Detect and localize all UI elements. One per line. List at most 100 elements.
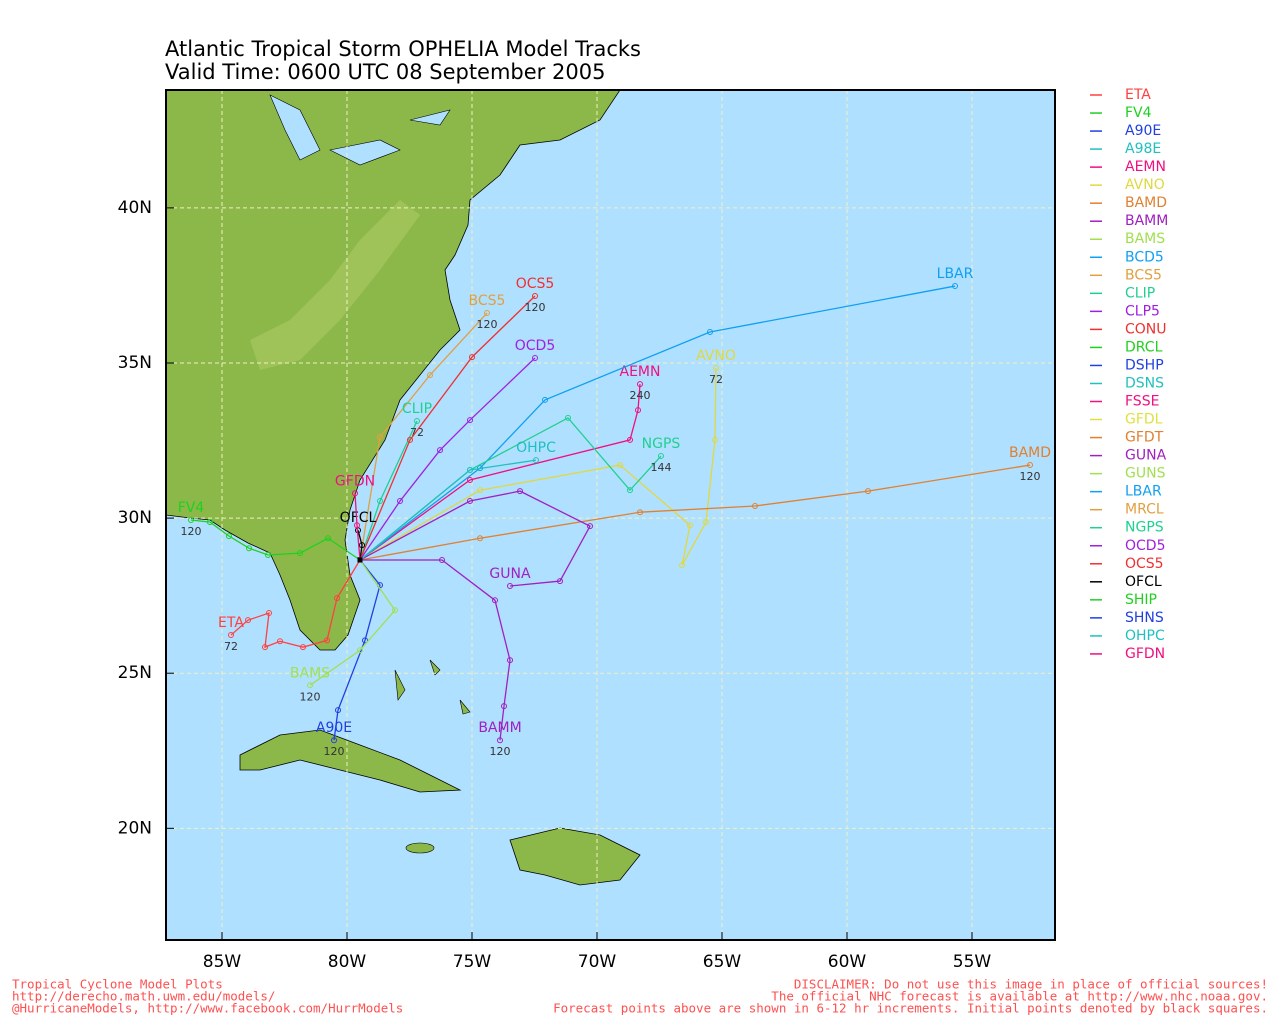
hour-label: 120 [300, 690, 321, 703]
forecast-point [497, 737, 503, 744]
track [360, 559, 511, 741]
forecast-point [713, 364, 719, 371]
y-tick-label: 25N [118, 663, 152, 683]
forecast-point [245, 617, 251, 624]
track-label: A90E [316, 720, 352, 736]
forecast-point [532, 292, 538, 299]
x-tick-label: 75W [453, 952, 492, 972]
track-label: GFDN [335, 473, 375, 489]
y-tick-label: 35N [118, 353, 152, 373]
legend-label: OFCL [1125, 574, 1162, 590]
legend-label: FV4 [1125, 105, 1152, 121]
forecast-point [467, 467, 473, 474]
forecast-point [325, 535, 331, 542]
track [357, 530, 363, 561]
forecast-point [533, 457, 539, 464]
forecast-point [307, 682, 313, 689]
footer-text: DISCLAIMER: Do not use this image in pla… [794, 977, 1268, 992]
forecast-point [1027, 462, 1033, 469]
forecast-point [637, 381, 643, 388]
forecast-point [324, 637, 330, 644]
forecast-point [359, 542, 365, 549]
hour-label: 144 [651, 461, 672, 474]
map-frame [165, 89, 1056, 941]
hour-label: 240 [630, 389, 651, 402]
forecast-point [334, 595, 340, 602]
forecast-point [427, 372, 433, 379]
legend-label: FSSE [1125, 394, 1159, 410]
plot-area: ETA 72 FV4 120 A90E 120 AEMN 240 AVNO 72 BAMD 120 BA… [166, 90, 1055, 940]
axes: 85W 80W 75W 70W 65W 60W 55W 20N 25N 30N 35N 40N [118, 198, 992, 972]
hour-label: 72 [709, 373, 723, 386]
forecast-point [517, 488, 523, 495]
footer-text: The official NHC forecast is available a… [771, 989, 1268, 1004]
track-label: OFCL [340, 510, 377, 526]
y-tick-label: 30N [118, 508, 152, 528]
initial-point [357, 557, 363, 563]
legend-label: A90E [1125, 123, 1161, 139]
forecast-point [557, 578, 563, 585]
forecast-point [188, 516, 194, 523]
legend-label: BCD5 [1125, 249, 1164, 265]
forecast-point [397, 498, 403, 505]
track-label: AEMN [620, 364, 661, 380]
forecast-point [262, 644, 268, 651]
legend-label: BAMS [1125, 231, 1165, 247]
track [333, 559, 381, 741]
title-line: Atlantic Tropical Storm OPHELIA Model Tr… [165, 37, 641, 61]
x-tick-label: 60W [828, 952, 867, 972]
forecast-point [414, 418, 420, 425]
forecast-point [335, 707, 341, 714]
forecast-point [477, 535, 483, 542]
x-tick-label: 70W [578, 952, 617, 972]
forecast-point [207, 519, 213, 526]
legend-label: CONU [1125, 321, 1167, 337]
legend-label: GUNA [1125, 448, 1167, 464]
forecast-point [865, 488, 871, 495]
forecast-point [246, 545, 252, 552]
legend-label: GFDN [1125, 646, 1165, 662]
forecast-point [331, 737, 337, 744]
forecast-point [507, 657, 513, 664]
legend-label: DSHP [1125, 357, 1164, 373]
forecast-point [352, 490, 358, 497]
hour-label: 72 [224, 640, 238, 653]
legend-label: SHNS [1125, 610, 1164, 626]
forecast-point [357, 647, 363, 654]
y-tick-label: 20N [118, 818, 152, 838]
track-label: BCS5 [469, 293, 506, 309]
forecast-point [542, 396, 548, 403]
forecast-point [679, 562, 685, 569]
track [230, 559, 361, 649]
basemap [166, 90, 1055, 940]
forecast-point [477, 487, 483, 494]
forecast-point [637, 509, 643, 516]
track-label: BAMM [478, 720, 521, 736]
forecast-point [228, 632, 234, 639]
forecast-point [377, 498, 383, 505]
track-label: GUNA [489, 566, 531, 582]
legend-label: OHPC [1125, 628, 1165, 644]
footer-text: Forecast points above are shown in 6-12 … [553, 1001, 1268, 1016]
forecast-point [565, 414, 571, 421]
forecast-point [627, 436, 633, 443]
track-label: OHPC [516, 440, 556, 456]
legend-label: BAMD [1125, 195, 1167, 211]
track [359, 312, 488, 561]
forecast-point [226, 533, 232, 540]
forecast-point [492, 597, 498, 604]
track-label: OCS5 [516, 276, 555, 292]
track-label: ETA [218, 615, 244, 631]
track-label: AVNO [696, 348, 736, 364]
forecast-point [392, 607, 398, 614]
legend: ETA FV4 A90E A98E AEMN AVNO BAMD BAMM BAMS BCD5 BC… [1090, 87, 1168, 662]
footer: Tropical Cyclone Model Plotshttp://derec… [12, 977, 1268, 1016]
legend-label: DRCL [1125, 339, 1163, 355]
x-tick-label: 55W [953, 952, 992, 972]
track-label: LBAR [937, 266, 974, 282]
legend-label: CLIP [1125, 285, 1155, 301]
track [190, 519, 361, 561]
legend-label: GFDL [1125, 412, 1163, 428]
legend-label: GFDT [1125, 430, 1164, 446]
